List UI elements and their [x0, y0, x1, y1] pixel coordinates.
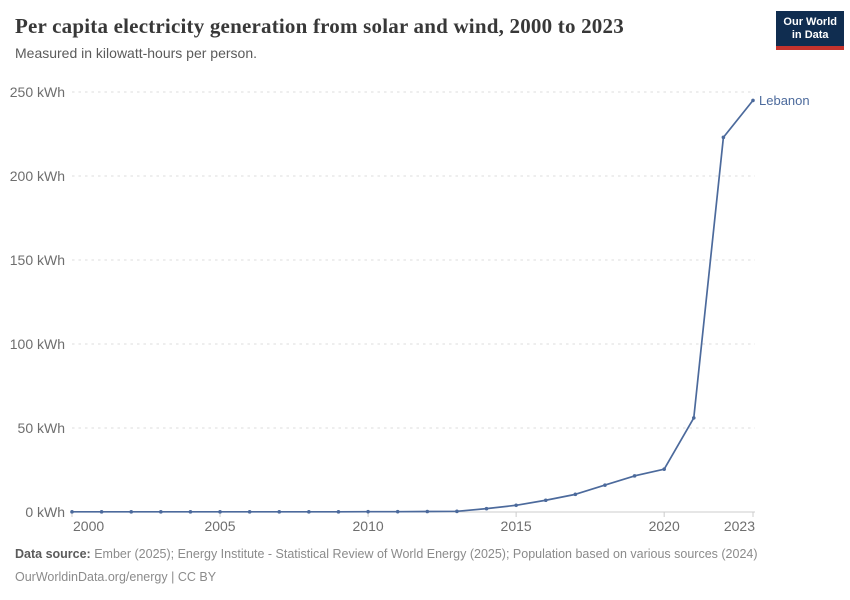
owid-logo[interactable]: Our World in Data: [776, 11, 844, 50]
data-point-2014[interactable]: [484, 506, 489, 511]
footer-citation: OurWorldinData.org/energy | CC BY: [15, 566, 835, 589]
data-point-2005[interactable]: [218, 510, 222, 514]
chart-footer: Data source: Ember (2025); Energy Instit…: [15, 543, 835, 589]
x-tick-label-2010: 2010: [353, 518, 384, 534]
data-point-2007[interactable]: [277, 510, 282, 514]
data-point-2009[interactable]: [336, 510, 341, 514]
data-point-2011[interactable]: [395, 509, 400, 514]
data-point-2018[interactable]: [603, 483, 607, 487]
data-point-2006[interactable]: [247, 510, 252, 514]
data-point-2020[interactable]: [662, 467, 666, 471]
data-point-2022[interactable]: [721, 135, 726, 140]
data-point-2013[interactable]: [455, 509, 459, 514]
data-point-2015[interactable]: [514, 503, 518, 508]
data-source-text: Ember (2025); Energy Institute - Statist…: [94, 547, 758, 561]
data-point-2002[interactable]: [129, 510, 134, 514]
owid-logo-line2: in Data: [791, 29, 829, 41]
series-line-lebanon: [71, 99, 754, 513]
data-point-2010[interactable]: [366, 509, 370, 514]
owid-logo-line1: Our World: [783, 16, 837, 28]
chart-subtitle: Measured in kilowatt-hours per person.: [15, 45, 258, 61]
data-point-2019[interactable]: [632, 474, 637, 478]
footer-url[interactable]: OurWorldinData.org/energy: [15, 570, 168, 584]
data-point-2017[interactable]: [573, 492, 578, 497]
series-label-lebanon: Lebanon: [759, 93, 810, 108]
y-tick-label-0: 0 kWh: [25, 504, 65, 520]
data-point-2008[interactable]: [307, 510, 311, 514]
data-point-2003[interactable]: [159, 510, 163, 514]
data-point-2004[interactable]: [188, 510, 193, 514]
x-tick-label-2020: 2020: [649, 518, 680, 534]
y-tick-label-50: 50 kWh: [18, 420, 65, 436]
data-point-2023[interactable]: [751, 98, 755, 103]
page-title: Per capita electricity generation from s…: [15, 14, 624, 38]
x-tick-label-2005: 2005: [204, 518, 235, 534]
x-tick-label-2023: 2023: [724, 518, 755, 534]
y-tick-label-100: 100 kWh: [10, 336, 65, 352]
data-source-label: Data source:: [15, 547, 91, 561]
y-tick-label-150: 150 kWh: [10, 252, 65, 268]
x-tick-label-2000: 2000: [73, 518, 104, 534]
data-point-2016[interactable]: [543, 498, 548, 503]
data-point-2001[interactable]: [99, 510, 104, 514]
y-tick-label-200: 200 kWh: [10, 168, 65, 184]
x-tick-label-2015: 2015: [501, 518, 532, 534]
data-point-2012[interactable]: [425, 509, 430, 514]
footer-separator: |: [167, 570, 178, 584]
footer-license[interactable]: CC BY: [177, 570, 217, 584]
data-point-2000[interactable]: [70, 510, 74, 514]
data-source-line: Data source: Ember (2025); Energy Instit…: [15, 543, 835, 566]
y-tick-label-250: 250 kWh: [10, 84, 65, 100]
data-point-2021[interactable]: [691, 416, 696, 420]
